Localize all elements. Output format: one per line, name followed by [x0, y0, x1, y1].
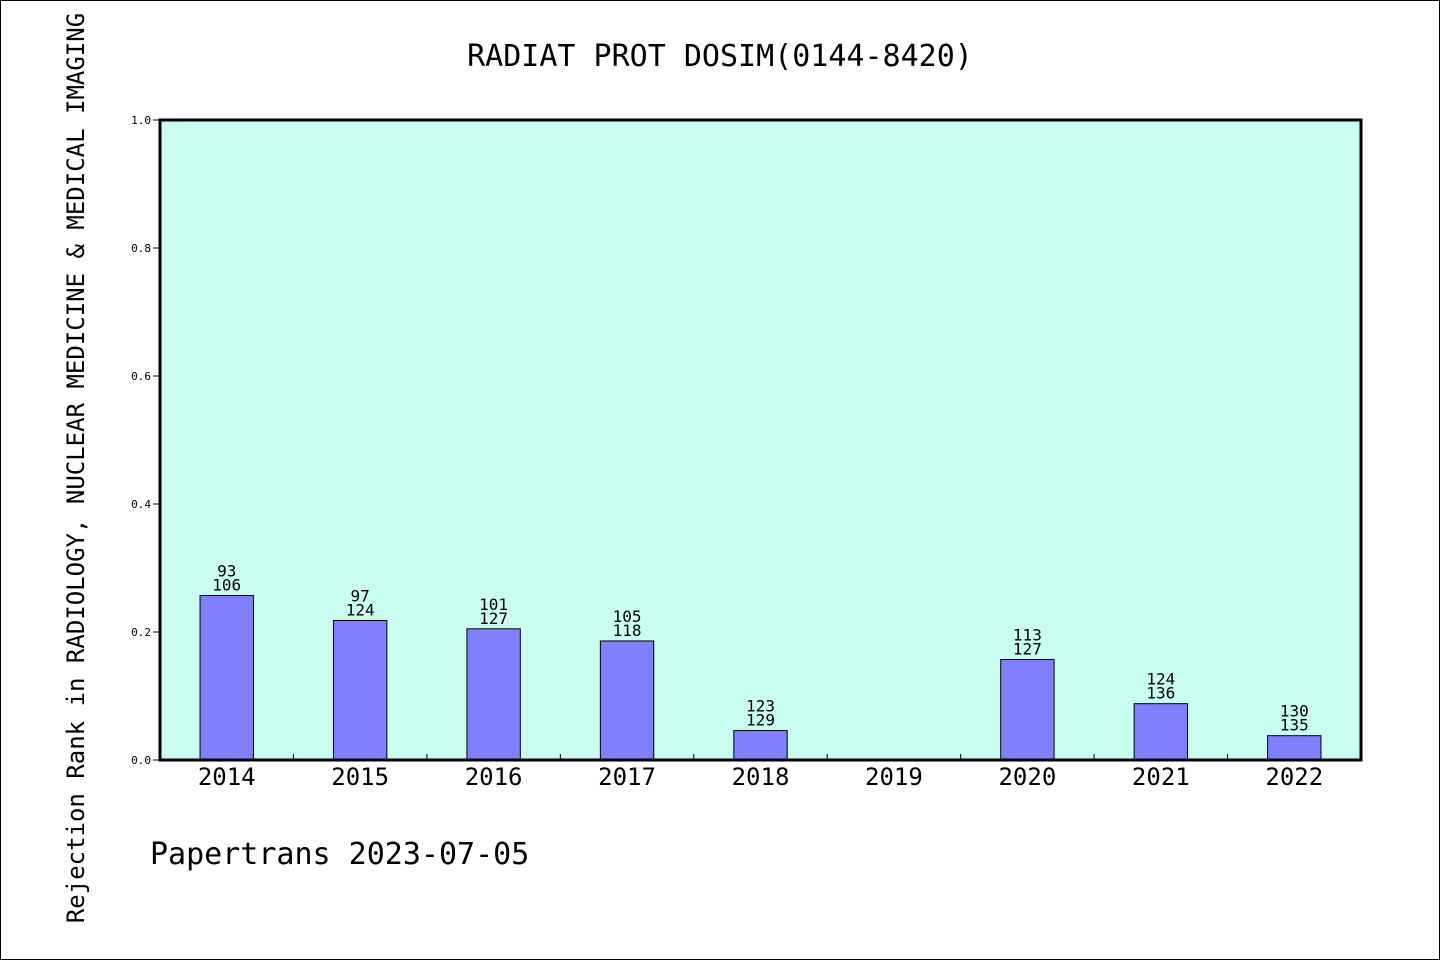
bar-label-top: 123 — [746, 697, 775, 716]
x-tick-label: 2018 — [732, 763, 790, 791]
bar-label-top: 101 — [479, 595, 508, 614]
bar — [1000, 659, 1055, 761]
bar-label-bottom: 124 — [346, 600, 375, 619]
bar — [466, 628, 521, 761]
y-axis-label: Rejection Rank in RADIOLOGY, NUCLEAR MED… — [62, 13, 90, 923]
x-tick-label: 2019 — [865, 763, 923, 791]
x-tick-label: 2021 — [1132, 763, 1190, 791]
bar-label-top: 124 — [1146, 670, 1175, 689]
x-tick-label: 2017 — [598, 763, 656, 791]
x-tick-label: 2016 — [465, 763, 523, 791]
bar-label-top: 130 — [1280, 702, 1309, 721]
y-tick-label: 1.0 — [131, 114, 151, 127]
y-axis: 0.0 0.2 0.4 0.6 0.8 1.0 — [131, 114, 160, 767]
bar-label-top: 105 — [613, 607, 642, 626]
y-tick-label: 0.8 — [131, 242, 151, 255]
y-tick-label: 0.2 — [131, 626, 151, 639]
x-tick-label: 2022 — [1265, 763, 1323, 791]
x-axis: 2014 2015 2016 2017 2018 2019 2020 2021 2022 — [198, 754, 1323, 791]
y-tick-label: 0.6 — [131, 370, 151, 383]
y-tick-label: 0.4 — [131, 498, 151, 511]
bar — [733, 730, 788, 761]
bar-label-bottom: 106 — [212, 576, 241, 595]
chart-title: RADIAT PROT DOSIM(0144-8420) — [467, 39, 973, 74]
bar-label-bottom: 118 — [613, 621, 642, 640]
bar — [1133, 703, 1189, 761]
x-tick-label: 2014 — [198, 763, 256, 791]
bar — [332, 619, 388, 761]
plot-border — [158, 118, 1363, 762]
bar-label-bottom: 127 — [479, 609, 508, 628]
bar-label-bottom: 129 — [746, 711, 775, 730]
y-tick-label: 0.0 — [131, 754, 151, 767]
bar-label-bottom: 136 — [1146, 684, 1175, 703]
bar-label-bottom: 127 — [1013, 640, 1042, 659]
x-tick-label: 2015 — [331, 763, 389, 791]
bar — [1267, 735, 1322, 761]
bar — [199, 595, 254, 761]
bar — [599, 640, 655, 761]
bars — [199, 595, 1322, 761]
bar-label-top: 93 — [217, 562, 236, 581]
x-tick-label: 2020 — [998, 763, 1056, 791]
bar-label-bottom: 135 — [1280, 716, 1309, 735]
bar-label-top: 97 — [351, 586, 370, 605]
footer-credit: Papertrans 2023-07-05 — [150, 837, 529, 872]
bar-label-top: 113 — [1013, 626, 1042, 645]
